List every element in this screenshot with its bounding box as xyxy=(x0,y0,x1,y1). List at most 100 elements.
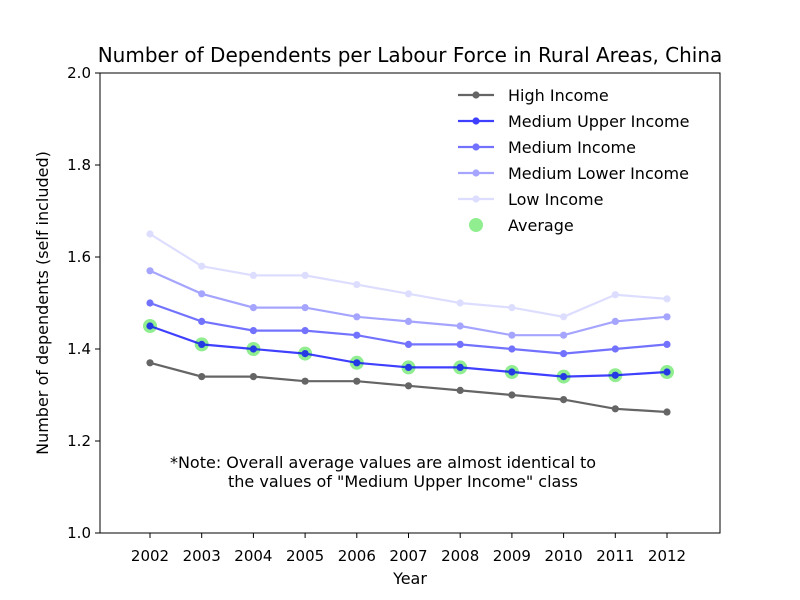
series-3 xyxy=(146,267,671,339)
y-tick-label: 1.2 xyxy=(67,432,91,450)
series-point xyxy=(249,345,257,353)
x-tick-label: 2008 xyxy=(441,547,479,565)
series-4 xyxy=(146,230,671,321)
legend-marker xyxy=(472,143,480,151)
series-point xyxy=(508,391,516,399)
chart-annotation: *Note: Overall average values are almost… xyxy=(170,453,596,491)
series-point xyxy=(508,345,516,353)
x-tick-label: 2005 xyxy=(286,547,324,565)
series-point xyxy=(663,408,671,416)
legend-marker xyxy=(472,195,480,203)
y-axis-label: Number of dependents (self included) xyxy=(33,151,52,455)
legend-label: Medium Lower Income xyxy=(508,164,689,183)
series-point xyxy=(560,350,568,358)
series-point xyxy=(301,271,309,279)
series-point xyxy=(456,322,464,330)
series-point xyxy=(249,327,257,335)
x-tick-label: 2009 xyxy=(493,547,531,565)
legend-swatch xyxy=(458,91,494,99)
series-point xyxy=(560,396,568,404)
series-point xyxy=(353,331,361,339)
series-point xyxy=(508,304,516,312)
series-point xyxy=(456,340,464,348)
series-point xyxy=(146,230,154,238)
series-point xyxy=(663,313,671,321)
series-point xyxy=(456,386,464,394)
legend-label: Medium Upper Income xyxy=(508,112,689,131)
legend-swatch xyxy=(458,117,494,125)
series-point xyxy=(611,405,619,413)
x-axis: 2002 2003 2004 2005 2006 2007 2008 2009 2010 2011… xyxy=(131,533,686,565)
annotation-line-2: the values of "Medium Upper Income" clas… xyxy=(228,472,578,491)
series-point xyxy=(404,290,413,298)
legend-marker xyxy=(472,91,480,99)
series-point xyxy=(146,299,154,307)
series-point xyxy=(560,331,568,339)
x-tick-label: 2006 xyxy=(338,547,376,565)
legend-swatch xyxy=(458,143,494,151)
x-tick-label: 2003 xyxy=(183,547,221,565)
series-point xyxy=(301,304,309,312)
series-point xyxy=(249,373,257,381)
series-point xyxy=(663,340,671,348)
series-point xyxy=(611,317,619,325)
legend-marker xyxy=(472,169,480,177)
series-2 xyxy=(146,299,671,358)
y-tick-label: 1.8 xyxy=(67,156,91,174)
series-point xyxy=(508,331,516,339)
series-group xyxy=(146,230,671,416)
annotation-line-1: *Note: Overall average values are almost… xyxy=(170,453,596,472)
chart-title: Number of Dependents per Labour Force in… xyxy=(98,43,723,67)
series-point xyxy=(404,340,413,348)
x-axis-label: Year xyxy=(392,569,427,588)
series-1 xyxy=(146,322,671,381)
series-point xyxy=(611,371,619,379)
x-tick-label: 2012 xyxy=(648,547,686,565)
series-0 xyxy=(146,359,671,416)
series-point xyxy=(404,317,413,325)
legend-label: Low Income xyxy=(508,190,603,209)
chart-legend: High Income Medium Upper Income Medium Inc… xyxy=(458,86,689,235)
series-point xyxy=(456,363,464,371)
series-point xyxy=(353,313,361,321)
series-point xyxy=(560,313,568,321)
legend-label: High Income xyxy=(508,86,609,105)
series-point xyxy=(301,350,309,358)
series-point xyxy=(353,377,361,385)
x-tick-label: 2007 xyxy=(389,547,427,565)
series-point xyxy=(353,359,361,367)
series-point xyxy=(249,304,257,312)
series-point xyxy=(560,373,568,381)
legend-label: Average xyxy=(508,216,574,235)
series-point xyxy=(146,267,154,275)
legend-label: Medium Income xyxy=(508,138,636,157)
series-point xyxy=(249,271,257,279)
series-point xyxy=(198,262,206,270)
x-tick-label: 2004 xyxy=(234,547,272,565)
series-point xyxy=(353,281,361,289)
legend-marker xyxy=(472,117,480,125)
y-tick-label: 1.4 xyxy=(67,340,91,358)
x-tick-label: 2002 xyxy=(131,547,169,565)
y-axis: 1.0 1.2 1.4 1.6 1.8 2.0 xyxy=(67,64,100,542)
series-point xyxy=(611,291,619,299)
series-point xyxy=(663,368,671,376)
series-point xyxy=(301,377,309,385)
series-line xyxy=(149,233,668,318)
y-tick-label: 1.6 xyxy=(67,248,91,266)
legend-swatch xyxy=(458,195,494,203)
series-point xyxy=(198,373,206,381)
series-point xyxy=(146,359,154,367)
plot-area xyxy=(99,72,721,534)
series-point xyxy=(198,340,206,348)
series-point xyxy=(456,299,464,307)
series-line xyxy=(149,269,668,337)
series-point xyxy=(301,327,309,335)
x-tick-label: 2011 xyxy=(596,547,634,565)
y-tick-label: 1.0 xyxy=(67,524,91,542)
legend-swatch xyxy=(458,169,494,177)
series-point xyxy=(198,317,206,325)
y-tick-label: 2.0 xyxy=(67,64,91,82)
series-point xyxy=(198,290,206,298)
series-point xyxy=(146,322,154,330)
